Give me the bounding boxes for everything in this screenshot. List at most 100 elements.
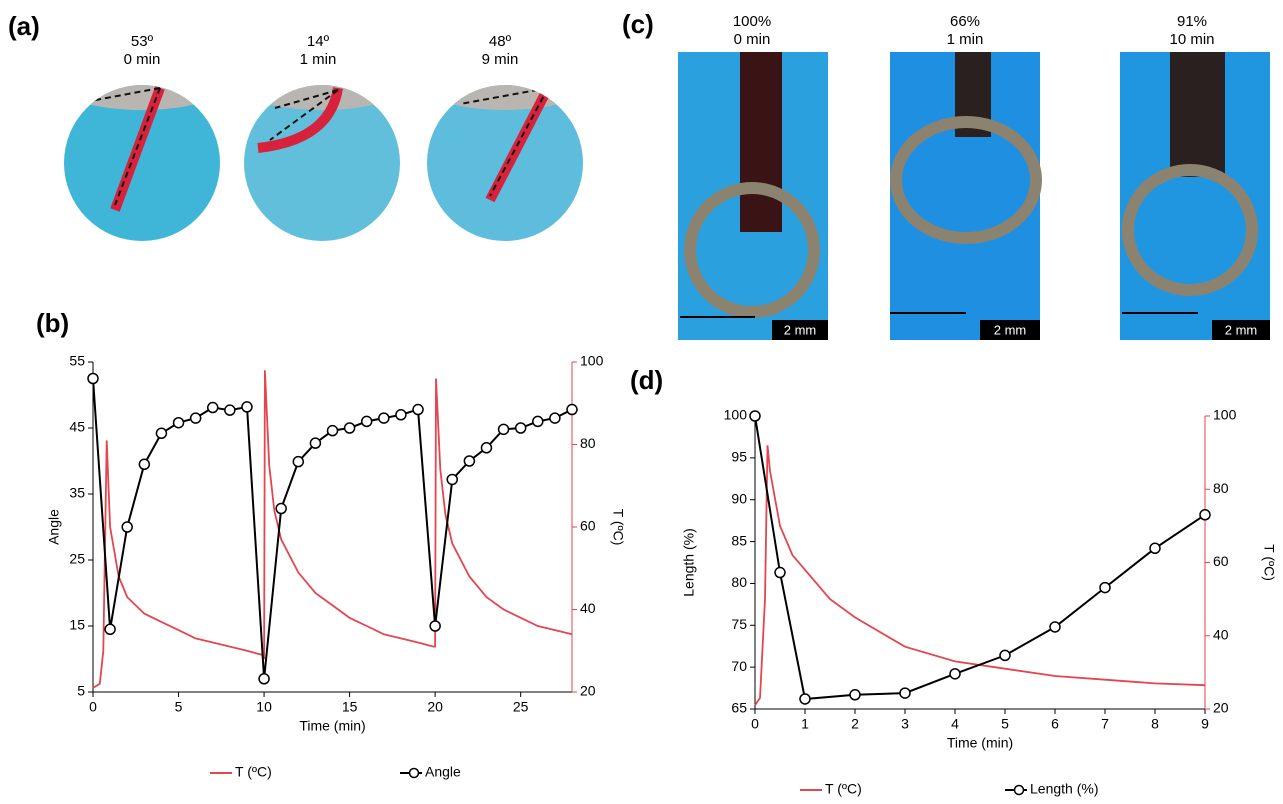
y-tick-label: 65: [731, 700, 747, 716]
data-point: [138, 458, 151, 471]
panel-label: (a): [8, 11, 40, 41]
photo-caption: 9 min: [482, 51, 519, 68]
y-tick-label: 100: [724, 407, 748, 423]
photo-caption: 1 min: [300, 51, 337, 68]
y-tick-label: 15: [69, 617, 85, 633]
photo: 2 mm: [678, 52, 828, 340]
x-tick-label: 6: [1051, 716, 1059, 732]
y-tick-label: 70: [731, 658, 747, 674]
photo: [244, 85, 400, 241]
x-tick-label: 0: [751, 716, 759, 732]
y2-axis-title: T (ºC): [1261, 544, 1277, 581]
photo: [64, 85, 220, 241]
data-point: [275, 502, 287, 515]
y-tick-label: 35: [69, 485, 85, 501]
photo-caption: 10 min: [1169, 31, 1214, 48]
data-point: [1049, 621, 1061, 633]
y2-tick-label: 100: [580, 353, 604, 369]
x-tick-label: 4: [951, 716, 959, 732]
photo-caption: 1 min: [947, 31, 984, 48]
photo-caption: 66%: [950, 13, 980, 30]
photo-caption: 0 min: [734, 31, 771, 48]
data-point: [1099, 581, 1111, 594]
y2-tick-label: 100: [1213, 407, 1237, 423]
y2-tick-label: 80: [580, 435, 596, 451]
data-point: [207, 401, 219, 414]
photo-caption: 100%: [733, 13, 771, 30]
x-tick-label: 0: [89, 699, 97, 715]
data-point: [309, 437, 322, 449]
y-tick-label: 5: [77, 683, 85, 699]
series-line: [92, 378, 573, 679]
data-point: [189, 412, 202, 424]
y2-tick-label: 40: [580, 600, 596, 616]
y-tick-label: 85: [731, 532, 747, 548]
data-point: [532, 415, 544, 428]
series-line: [92, 370, 573, 689]
series-line: [754, 415, 1206, 701]
legend-label: T (ºC): [235, 764, 272, 780]
panel-label: (c): [622, 9, 654, 39]
x-tick-label: 20: [427, 699, 443, 715]
x-tick-label: 3: [901, 716, 909, 732]
y-tick-label: 95: [731, 449, 747, 465]
panel-label: (d): [630, 365, 663, 395]
data-point: [1149, 542, 1161, 555]
scale-label: 2 mm: [994, 322, 1027, 337]
x-tick-label: 1: [801, 716, 809, 732]
data-point: [326, 424, 339, 437]
y-tick-label: 75: [731, 616, 747, 632]
y-tick-label: 25: [69, 551, 85, 567]
legend-label: Length (%): [1030, 781, 1098, 797]
data-point: [549, 412, 561, 424]
x-tick-label: 5: [1001, 716, 1009, 732]
y2-tick-label: 60: [580, 518, 596, 534]
data-point: [155, 427, 168, 440]
x-tick-label: 15: [342, 699, 358, 715]
data-point: [1199, 509, 1211, 521]
y2-tick-label: 60: [1213, 553, 1229, 569]
data-point: [514, 422, 527, 434]
photo-caption: 53º: [131, 33, 154, 50]
y-tick-label: 45: [69, 419, 85, 435]
data-point: [241, 401, 253, 413]
x-tick-label: 10: [256, 699, 272, 715]
data-point: [463, 455, 476, 467]
panel-label: (b): [36, 308, 69, 338]
data-point: [849, 689, 861, 701]
y-tick-label: 80: [731, 574, 747, 590]
data-point: [949, 668, 961, 680]
x-tick-label: 8: [1151, 716, 1159, 732]
data-point: [360, 415, 373, 428]
legend-marker: [408, 767, 420, 779]
legend-label: Angle: [425, 764, 461, 780]
photo-caption: 91%: [1177, 13, 1207, 30]
data-point: [497, 423, 510, 436]
data-point: [774, 566, 786, 579]
photo: 2 mm: [1120, 52, 1270, 340]
data-point: [343, 422, 356, 434]
data-point: [378, 412, 390, 424]
data-point: [412, 403, 424, 416]
y2-tick-label: 40: [1213, 626, 1229, 642]
x-tick-label: 5: [175, 699, 183, 715]
y-tick-label: 90: [731, 490, 747, 506]
data-point: [999, 649, 1011, 662]
y-tick-label: 55: [69, 353, 85, 369]
series-line: [754, 445, 1206, 706]
legend-label: T (ºC): [825, 781, 862, 797]
y-axis-title: Length (%): [681, 528, 697, 596]
data-point: [224, 404, 236, 416]
data-point: [799, 693, 811, 705]
data-point: [899, 687, 911, 699]
photo-caption: 48º: [489, 33, 512, 50]
data-point: [87, 372, 99, 385]
y2-tick-label: 20: [1213, 700, 1229, 716]
x-tick-label: 9: [1201, 716, 1209, 732]
x-tick-label: 2: [851, 716, 859, 732]
data-point: [446, 473, 458, 486]
photo: [427, 85, 583, 241]
data-point: [121, 521, 133, 533]
data-point: [566, 403, 578, 416]
data-point: [749, 410, 761, 422]
